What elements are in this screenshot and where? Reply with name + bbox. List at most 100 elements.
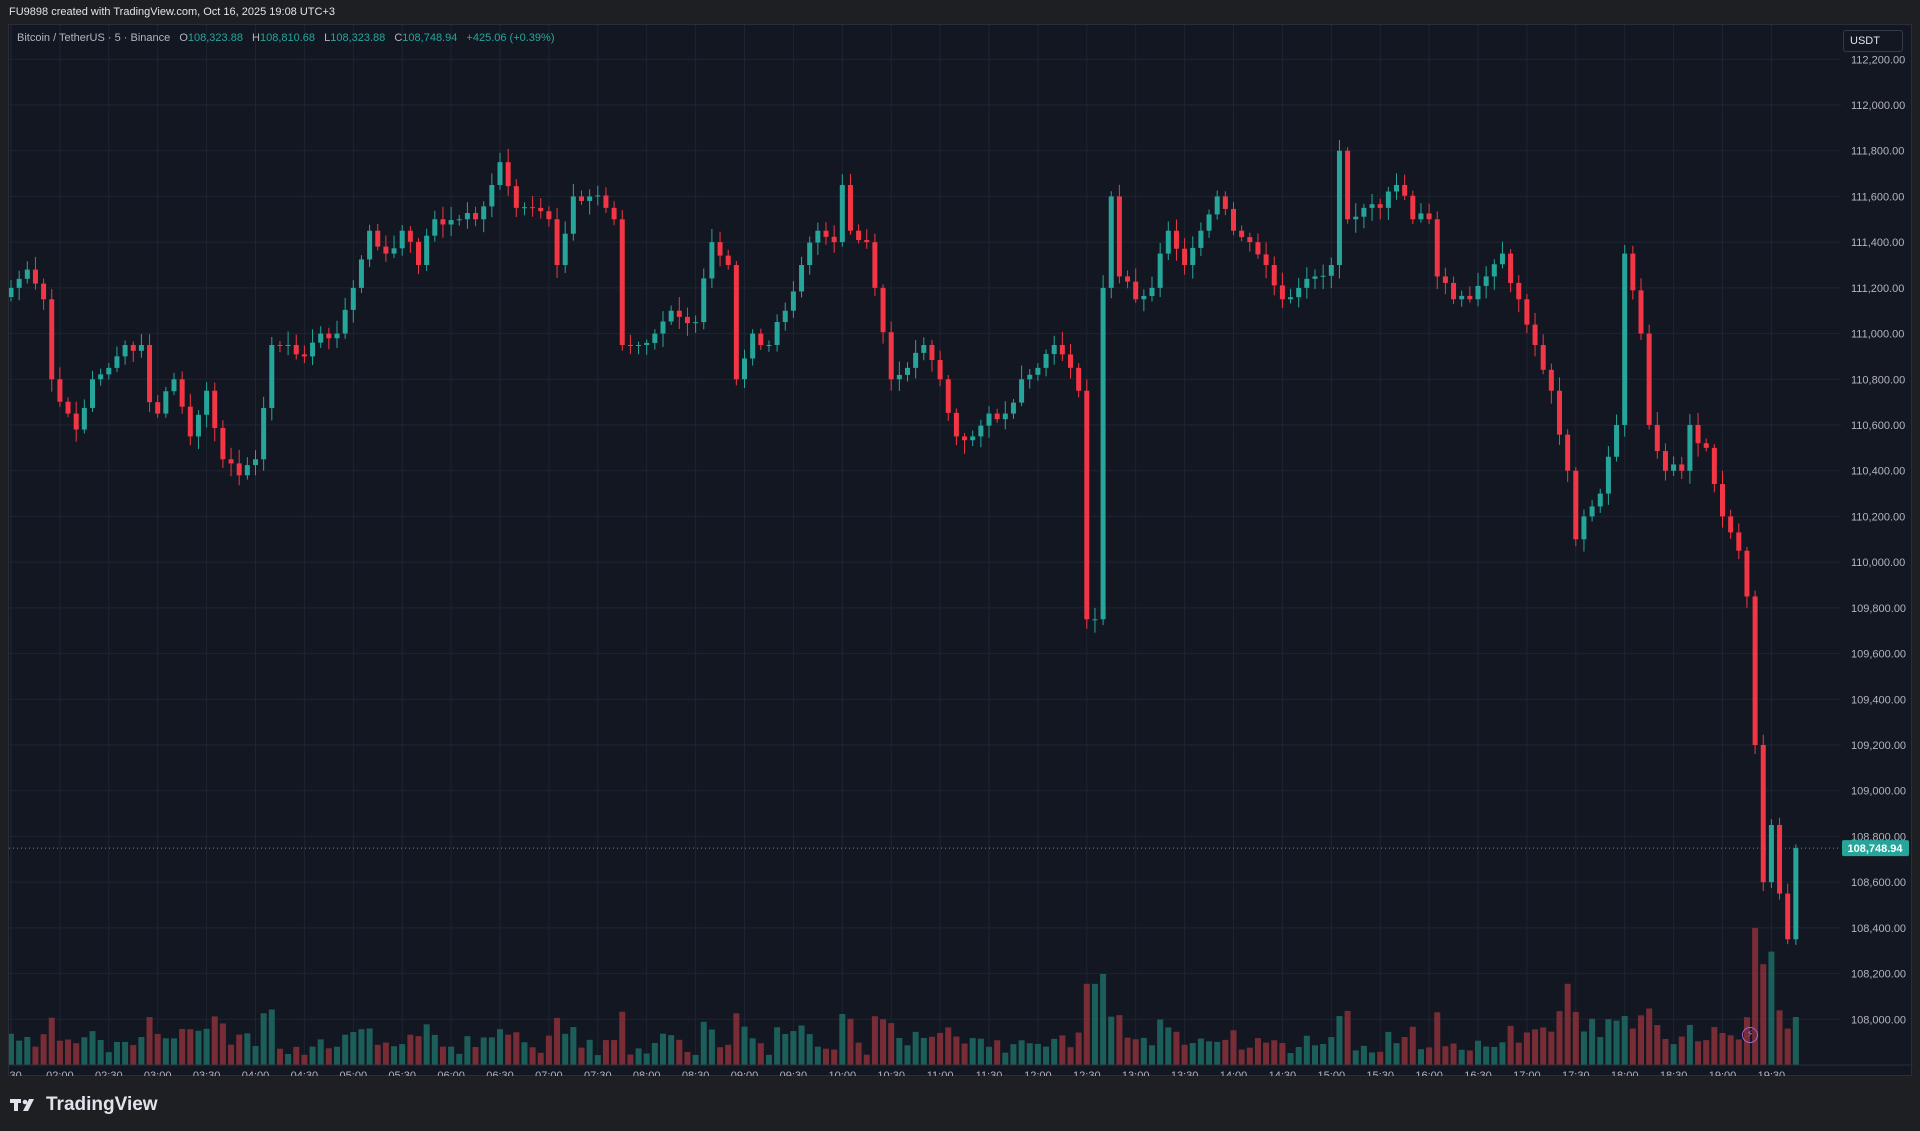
candle-body bbox=[758, 333, 764, 346]
candle-body bbox=[562, 233, 568, 265]
candle-body bbox=[212, 390, 218, 428]
volume-bar bbox=[1523, 1032, 1530, 1065]
candle-body bbox=[204, 390, 210, 415]
volume-bar bbox=[1328, 1037, 1335, 1065]
volume-bar bbox=[847, 1018, 854, 1065]
candle-body bbox=[1662, 451, 1668, 471]
candle-body bbox=[1483, 276, 1489, 286]
volume-bar bbox=[1711, 1027, 1718, 1065]
candle-body bbox=[350, 287, 356, 310]
candle-body bbox=[277, 345, 283, 346]
volume-bar bbox=[1043, 1046, 1050, 1065]
candle-body bbox=[1793, 848, 1799, 940]
candle-body bbox=[301, 354, 307, 357]
price-tick-label: 108,000.00 bbox=[1851, 1014, 1906, 1026]
chart-pane[interactable]: 112,200.00 112,000.00 111,800.00 111,600.00… bbox=[8, 24, 1913, 1077]
candle-body bbox=[1345, 150, 1351, 220]
price-chart[interactable]: 112,200.00 112,000.00 111,800.00 111,600.00… bbox=[9, 25, 1913, 1077]
candle-body bbox=[913, 352, 919, 368]
volume-bar bbox=[1263, 1042, 1270, 1065]
volume-bar bbox=[1507, 1025, 1514, 1065]
candle-body bbox=[1092, 619, 1098, 621]
candle-body bbox=[1312, 276, 1318, 279]
volume-bar bbox=[1752, 927, 1759, 1065]
candle-body bbox=[195, 414, 201, 437]
tradingview-logo[interactable]: TradingView bbox=[10, 1094, 158, 1116]
candle-body bbox=[253, 459, 258, 466]
volume-bar bbox=[1254, 1038, 1261, 1065]
lightning-icon[interactable]: ⚡ bbox=[1742, 1027, 1758, 1043]
candle-body bbox=[171, 379, 177, 392]
volume-bar bbox=[1678, 1036, 1685, 1065]
symbol-legend: Bitcoin / TetherUS · 5 · Binance O108,32… bbox=[17, 32, 555, 44]
candle-body bbox=[807, 242, 813, 265]
volume-bar bbox=[513, 1032, 520, 1065]
volume-bar bbox=[700, 1021, 707, 1065]
volume-bar bbox=[1149, 1045, 1155, 1065]
volume-bar bbox=[195, 1030, 202, 1065]
candle-body bbox=[24, 269, 30, 279]
candle-body bbox=[432, 219, 438, 236]
candle-body bbox=[546, 211, 552, 220]
candle-body bbox=[1027, 374, 1033, 380]
candle-body bbox=[358, 259, 364, 288]
candle-body bbox=[1589, 506, 1595, 517]
volume-bar bbox=[1646, 1008, 1653, 1065]
candle-body bbox=[1043, 353, 1049, 368]
volume-bar bbox=[219, 1023, 226, 1065]
candle-body bbox=[383, 246, 389, 254]
symbol-name[interactable]: Bitcoin / TetherUS · 5 · Binance bbox=[17, 32, 171, 44]
volume-bar bbox=[497, 1029, 503, 1065]
candle-body bbox=[32, 269, 38, 284]
volume-bar bbox=[301, 1054, 308, 1065]
footer: TradingView bbox=[0, 1076, 1920, 1131]
candle-body bbox=[603, 195, 609, 208]
candle-body bbox=[334, 333, 340, 339]
candle-body bbox=[155, 402, 161, 414]
candle-body bbox=[244, 465, 250, 476]
volume-bar bbox=[1727, 1035, 1734, 1065]
candle-body bbox=[978, 425, 984, 437]
candle-body bbox=[236, 463, 242, 476]
candle-body bbox=[742, 358, 747, 380]
volume-bar bbox=[73, 1043, 80, 1065]
currency-selector[interactable]: USDT bbox=[1843, 30, 1903, 52]
volume-bar bbox=[1605, 1019, 1612, 1065]
volume-bar bbox=[1189, 1043, 1196, 1065]
candle-body bbox=[1068, 354, 1073, 368]
time-tick-label: 12:30 bbox=[1073, 1070, 1101, 1077]
candle-body bbox=[269, 345, 275, 408]
price-tick-label: 111,400.00 bbox=[1851, 237, 1904, 249]
candle-body bbox=[1540, 345, 1546, 370]
candle-body bbox=[994, 413, 1000, 420]
candle-body bbox=[416, 241, 421, 265]
volume-bar bbox=[309, 1046, 316, 1065]
candle-body bbox=[587, 196, 593, 201]
volume-bar bbox=[480, 1037, 487, 1065]
volume-bar bbox=[562, 1033, 569, 1065]
candle-body bbox=[1671, 464, 1677, 471]
volume-bar bbox=[1475, 1040, 1481, 1065]
candle-body bbox=[1499, 253, 1505, 265]
candle-body bbox=[391, 248, 397, 254]
candle-body bbox=[122, 345, 128, 357]
candle-body bbox=[261, 407, 267, 460]
time-axis: 1:30 02:00 02:30 03:00 03:30 04:00 04:30 05:00 0… bbox=[9, 1064, 1913, 1077]
volume-bar bbox=[1132, 1039, 1139, 1065]
candle-body bbox=[644, 342, 650, 345]
volume-bar bbox=[1409, 1026, 1416, 1065]
volume-bar bbox=[1792, 1017, 1799, 1065]
candle-body bbox=[530, 207, 536, 209]
candle-body bbox=[1336, 150, 1342, 265]
candle-body bbox=[497, 162, 503, 185]
volume-bar bbox=[1515, 1042, 1522, 1065]
candle-body bbox=[90, 379, 95, 408]
candle-body bbox=[945, 379, 951, 413]
volume-bar bbox=[692, 1054, 699, 1065]
volume-bar bbox=[1173, 1031, 1180, 1065]
candle-body bbox=[440, 219, 446, 225]
close-label: C bbox=[394, 32, 403, 44]
volume-bar bbox=[961, 1043, 968, 1065]
volume-bar bbox=[717, 1047, 724, 1065]
candle-body bbox=[693, 322, 699, 324]
